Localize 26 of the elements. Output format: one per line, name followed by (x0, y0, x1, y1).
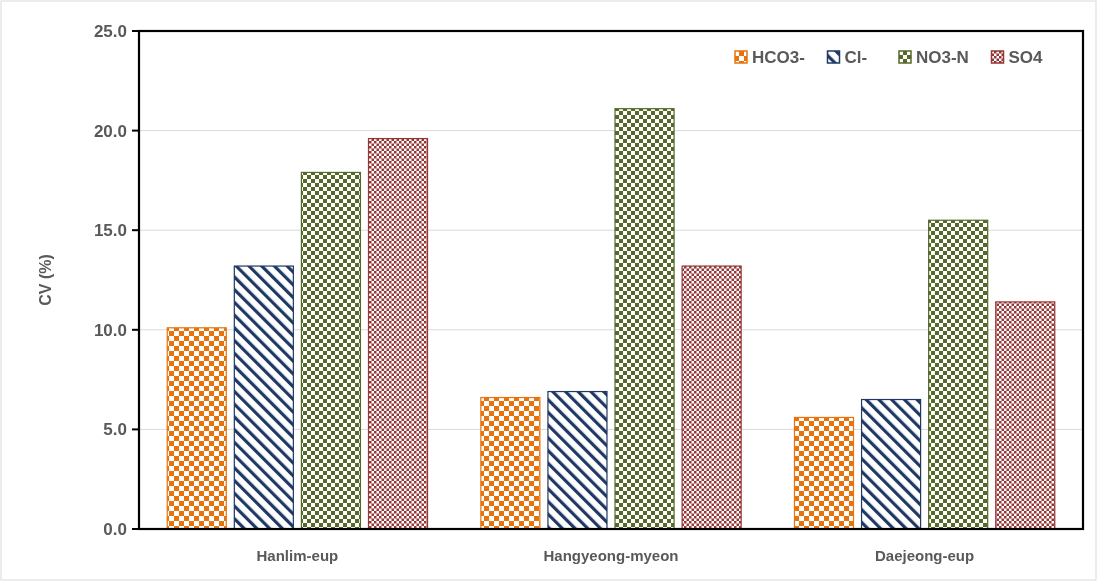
bar (928, 219, 989, 530)
bar (547, 390, 608, 530)
bar (166, 327, 227, 530)
bar (860, 398, 922, 530)
bar (233, 265, 294, 530)
bar (995, 301, 1056, 530)
legend-label: HCO3- (752, 47, 805, 67)
bar (793, 416, 855, 530)
bar (367, 137, 429, 530)
bar (480, 396, 541, 530)
legend-label: NO3-N (916, 47, 969, 67)
x-tick-label: Daejeong-eup (875, 547, 975, 564)
y-tick-label: 20.0 (93, 121, 127, 141)
y-tick-label: 5.0 (103, 420, 127, 440)
bar (614, 108, 675, 530)
y-tick-label: 15.0 (93, 221, 127, 241)
y-tick-label: 25.0 (93, 21, 127, 41)
x-tick-label: Hanlim-eup (256, 547, 339, 564)
bar (300, 171, 362, 530)
y-tick-label: 0.0 (103, 519, 127, 539)
y-axis-title: CV (%) (37, 254, 54, 306)
legend-label: Cl- (844, 47, 868, 67)
y-tick-label: 10.0 (93, 320, 127, 340)
x-tick-label: Hangyeong-myeon (543, 547, 679, 564)
legend-label: SO4 (1008, 47, 1044, 67)
bar (681, 265, 742, 530)
